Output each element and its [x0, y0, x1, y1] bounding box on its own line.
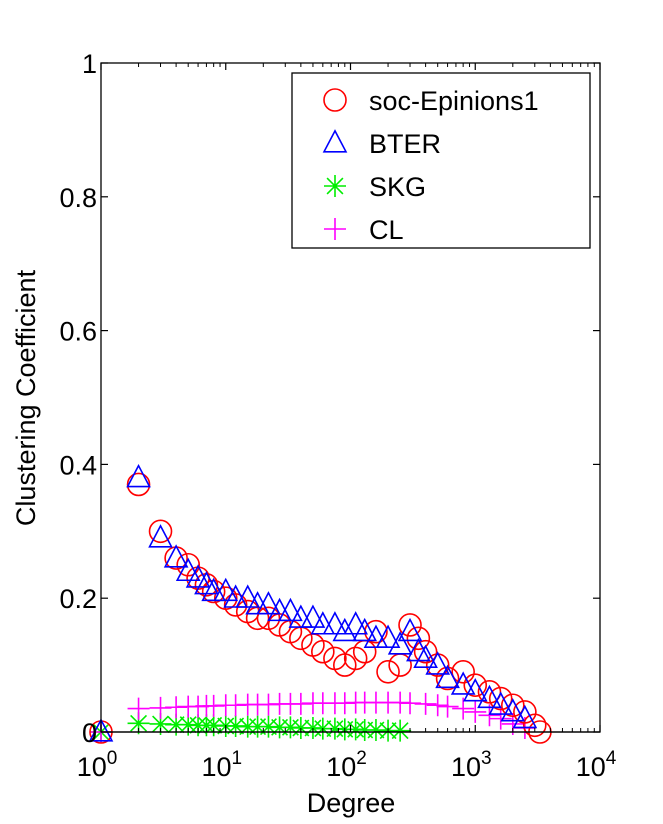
point-bter — [363, 624, 389, 648]
point-bter — [343, 611, 368, 635]
point-bter — [352, 617, 378, 642]
series-bter — [88, 463, 538, 742]
point-soc-epinions1 — [477, 680, 502, 704]
point-cl — [436, 695, 459, 718]
point-skg — [353, 718, 376, 741]
point-cl — [426, 694, 449, 717]
point-soc-epinions1 — [398, 613, 422, 637]
legend-label-cl: CL — [369, 215, 404, 245]
point-bter — [477, 684, 502, 709]
point-soc-epinions1 — [343, 646, 368, 671]
legend-marker-soc-epinions1 — [323, 88, 347, 112]
point-bter — [201, 577, 226, 602]
point-bter — [500, 698, 526, 722]
point-skg — [257, 715, 280, 738]
point-bter — [163, 544, 189, 568]
point-bter — [375, 624, 401, 648]
point-soc-epinions1 — [176, 552, 200, 577]
point-bter — [126, 463, 151, 488]
y-tick-label: 0.4 — [59, 450, 97, 480]
y-axis-label: Clustering Coefficient — [11, 269, 41, 526]
legend: soc-Epinions1 BTER SKG CL — [291, 72, 591, 249]
point-bter — [213, 577, 239, 602]
y-tick-label: 0.6 — [59, 317, 97, 347]
series-soc-epinions1 — [89, 472, 552, 744]
y-tick-label: 0 — [82, 718, 97, 748]
point-skg — [149, 712, 172, 735]
point-bter — [450, 671, 476, 695]
point-bter — [278, 597, 303, 622]
point-soc-epinions1 — [406, 626, 431, 651]
point-bter — [322, 611, 348, 635]
point-bter — [310, 611, 336, 635]
point-bter — [413, 644, 438, 669]
y-tick-label: 1 — [82, 49, 97, 79]
point-cl — [489, 707, 512, 730]
point-skg — [224, 714, 247, 737]
legend-box — [291, 72, 591, 249]
point-bter — [175, 557, 201, 582]
point-bter — [512, 704, 538, 729]
point-soc-epinions1 — [451, 659, 475, 684]
point-soc-epinions1 — [148, 519, 173, 544]
x-axis-label: Degree — [307, 788, 396, 818]
point-soc-epinions1 — [223, 593, 248, 617]
point-bter — [148, 524, 173, 548]
point-bter — [88, 718, 114, 742]
point-skg — [127, 712, 150, 735]
y-tick-label: 0.2 — [59, 584, 97, 614]
series-layer — [88, 463, 552, 744]
point-skg — [289, 716, 312, 739]
legend-label-bter: BTER — [369, 129, 441, 159]
legend-label-skg: SKG — [369, 172, 426, 202]
point-soc-epinions1 — [463, 673, 488, 697]
point-soc-epinions1 — [256, 606, 281, 631]
point-soc-epinions1 — [413, 639, 438, 664]
point-soc-epinions1 — [501, 693, 525, 718]
point-bter — [300, 604, 326, 628]
point-bter — [256, 591, 281, 615]
point-skg — [364, 718, 387, 741]
y-tick-label: 0.8 — [59, 183, 97, 213]
point-soc-epinions1 — [376, 659, 400, 684]
legend-marker-bter — [322, 129, 348, 153]
point-bter — [435, 664, 460, 689]
point-soc-epinions1 — [126, 472, 151, 497]
point-bter — [332, 617, 358, 642]
point-bter — [223, 584, 248, 608]
point-cl — [127, 697, 150, 720]
legend-label-soc-epinions1: soc-Epinions1 — [369, 86, 539, 116]
point-bter — [488, 691, 514, 715]
point-bter — [288, 604, 314, 628]
point-cl — [414, 692, 437, 715]
point-soc-epinions1 — [311, 639, 335, 664]
point-bter — [397, 617, 423, 642]
point-bter — [462, 678, 488, 702]
point-soc-epinions1 — [522, 713, 547, 738]
point-bter — [425, 651, 451, 675]
point-soc-epinions1 — [488, 686, 513, 711]
legend-marker-cl — [324, 218, 346, 240]
legend-marker-skg — [324, 175, 346, 197]
point-skg — [389, 719, 412, 742]
point-skg — [165, 713, 188, 736]
point-bter — [235, 584, 261, 608]
point-cl — [464, 700, 487, 723]
point-bter — [387, 631, 413, 655]
point-soc-epinions1 — [513, 700, 537, 724]
point-skg — [202, 714, 225, 737]
